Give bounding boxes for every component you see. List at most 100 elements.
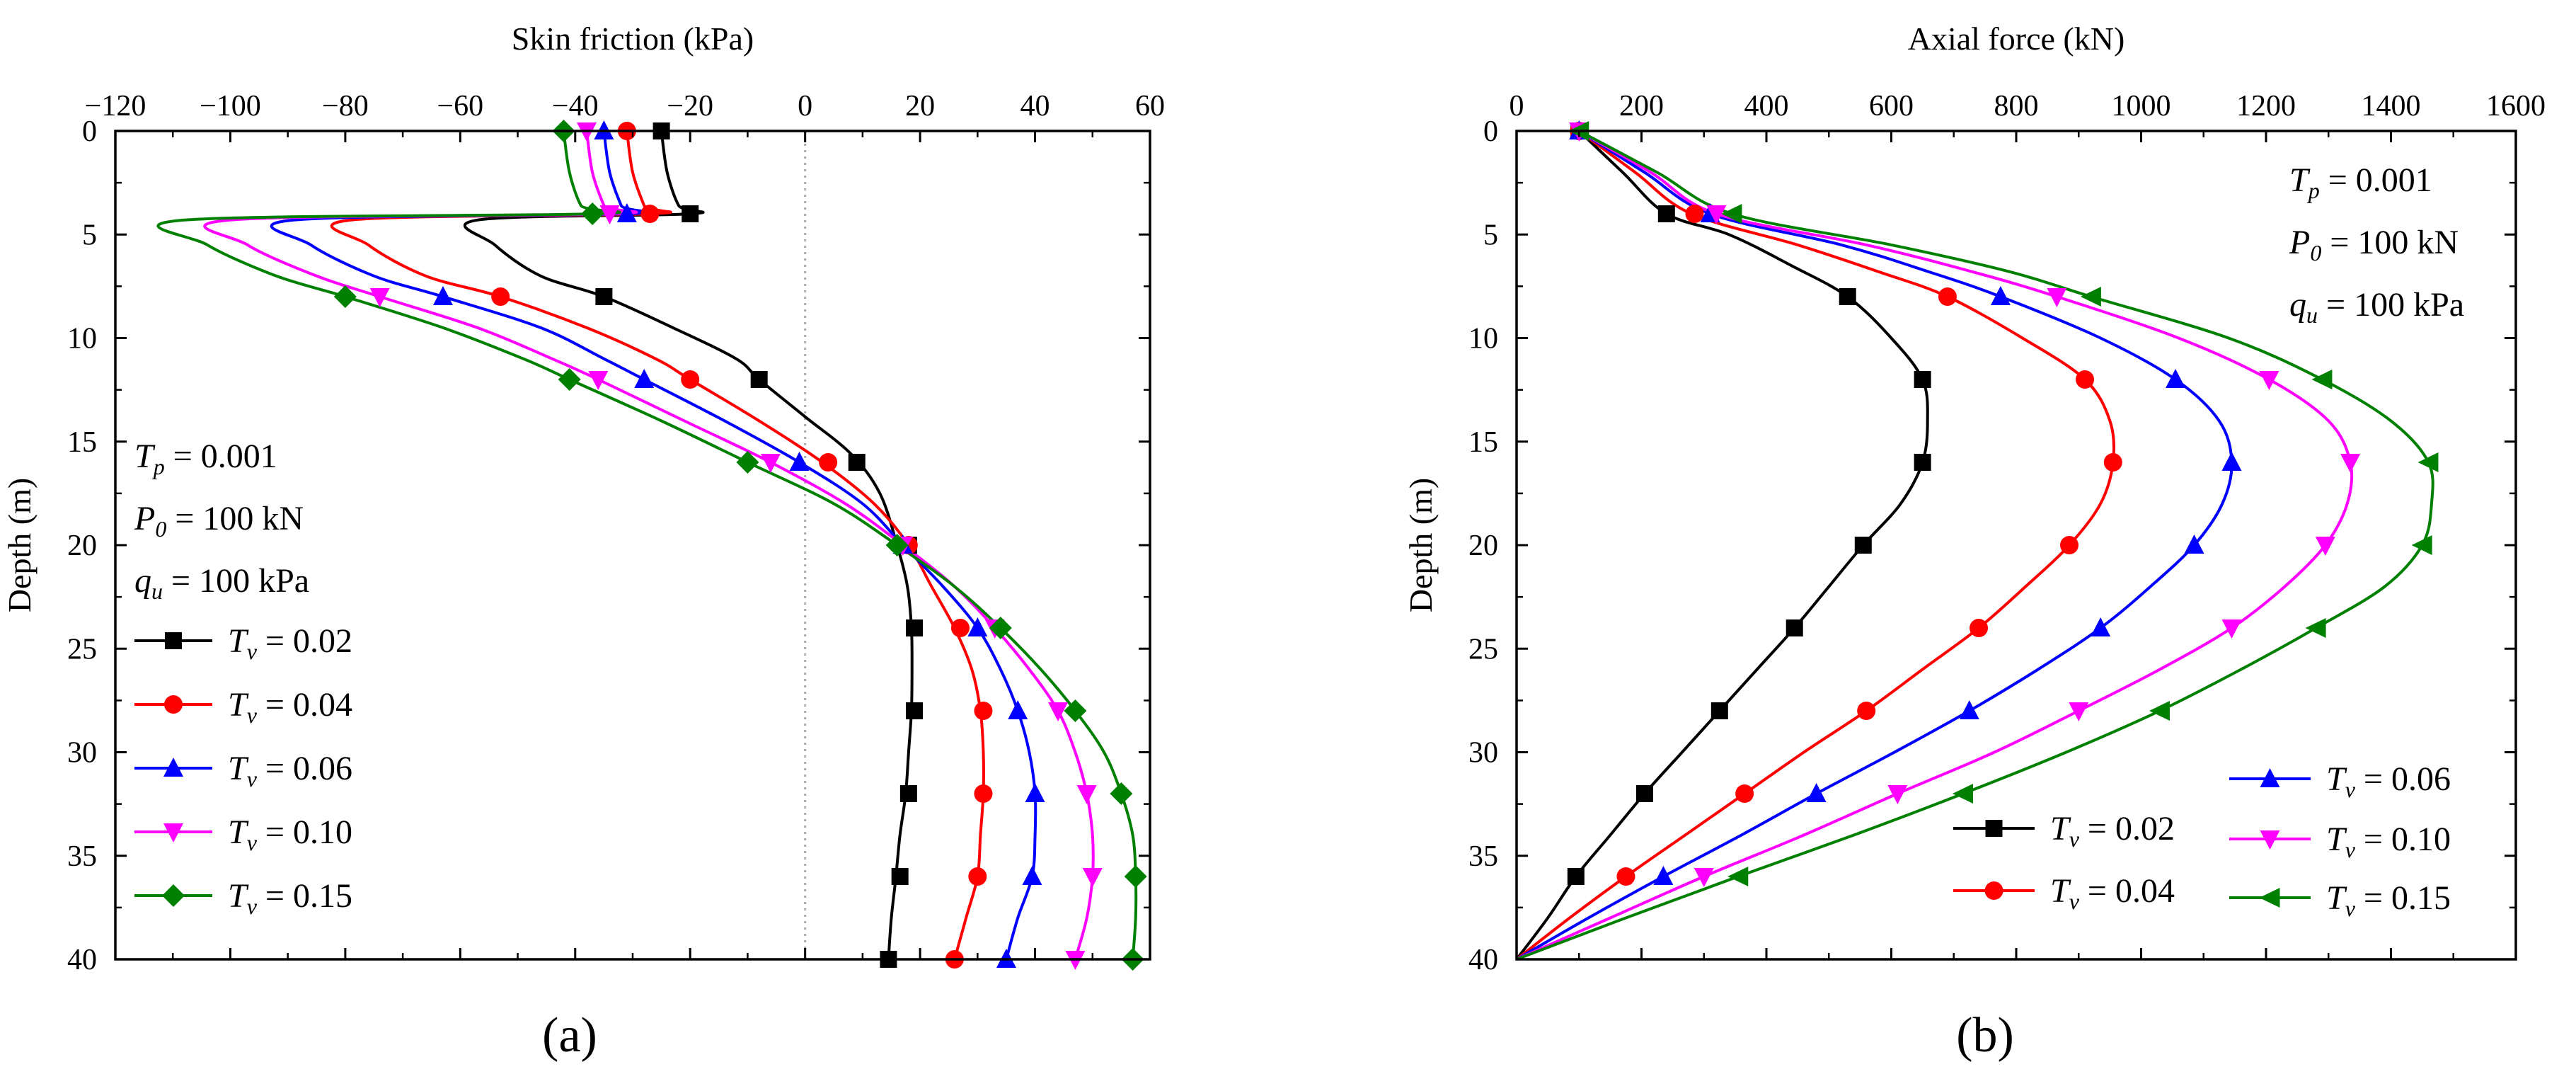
data-point-s4-2 [333, 285, 357, 308]
legend-marker-2 [163, 758, 183, 777]
data-point-s0-9 [1567, 868, 1585, 885]
data-point-s0-4 [848, 454, 866, 471]
data-point-s1-6 [950, 619, 970, 637]
legend-marker-1 [1984, 881, 2003, 900]
x-tick-label-5: −20 [667, 90, 713, 122]
data-point-s2-3 [634, 369, 655, 388]
legend-marker-4 [162, 884, 185, 907]
data-point-s4-6 [2305, 618, 2326, 638]
x-tick-label-3: 600 [1869, 90, 1914, 122]
y-axis-title: Depth (m) [1, 478, 38, 612]
data-point-s2-2 [432, 286, 453, 305]
data-point-s3-2 [2047, 288, 2067, 307]
x-tick-label-7: 1400 [2362, 90, 2421, 122]
parameter-annotation-0: Tp = 0.001 [134, 438, 277, 479]
data-point-s4-1 [1721, 204, 1742, 224]
data-point-s0-6 [1786, 619, 1803, 636]
data-point-s2-4 [2221, 452, 2242, 471]
data-point-s4-4 [736, 451, 759, 474]
data-point-s4-4 [2417, 452, 2439, 472]
data-point-s1-4 [819, 453, 838, 472]
legend-entry-3: Tv = 0.10 [228, 813, 352, 855]
parameter-annotation-2: qu = 100 kPa [2289, 286, 2464, 328]
x-tick-label-5: 1000 [2112, 90, 2171, 122]
x-tick-label-0: 0 [1510, 90, 1524, 122]
x-tick-label-1: 200 [1619, 90, 1664, 122]
x-tick-label-6: 0 [798, 90, 812, 122]
data-point-s1-7 [974, 702, 993, 720]
data-point-s1-2 [1938, 287, 1957, 306]
data-point-s3-4 [2340, 454, 2361, 473]
legend-entry-3: Tv = 0.10 [2326, 821, 2451, 862]
data-point-s1-3 [681, 370, 700, 389]
parameter-annotation-0: Tp = 0.001 [2289, 161, 2432, 203]
data-point-s2-9 [1022, 866, 1042, 885]
x-tick-label-8: 1600 [2486, 90, 2546, 122]
x-tick-label-8: 40 [1020, 90, 1050, 122]
data-point-s2-4 [789, 452, 810, 471]
data-point-s0-3 [1914, 371, 1931, 388]
data-point-s2-1 [616, 203, 637, 222]
data-point-s3-1 [1706, 205, 1727, 224]
data-point-s4-5 [2411, 535, 2432, 555]
data-point-s4-5 [885, 534, 909, 556]
data-point-s2-6 [2091, 617, 2111, 636]
data-point-s1-7 [1857, 702, 1876, 720]
parameter-annotation-2: qu = 100 kPa [134, 562, 309, 604]
data-point-s0-7 [905, 702, 923, 719]
data-point-s3-7 [2069, 702, 2089, 721]
legend-entry-1: Tv = 0.04 [2050, 872, 2175, 914]
x-tick-label-3: −60 [437, 90, 483, 122]
data-point-s4-3 [2311, 370, 2333, 389]
y-tick-label-6: 30 [67, 737, 97, 770]
legend-marker-3 [2260, 830, 2280, 850]
y-tick-label-4: 20 [67, 530, 97, 562]
y-tick-label-7: 35 [67, 840, 97, 873]
legend-entry-2: Tv = 0.06 [228, 750, 352, 792]
data-point-s1-9 [1616, 867, 1635, 886]
y-axis-title: Depth (m) [1403, 478, 1439, 612]
legend-entry-4: Tv = 0.15 [228, 877, 352, 919]
data-point-s0-3 [750, 371, 768, 388]
legend-marker-1 [164, 695, 183, 714]
y-tick-label-4: 20 [1468, 530, 1498, 562]
x-tick-label-0: −120 [85, 90, 146, 122]
data-point-s3-8 [1887, 785, 1908, 804]
data-point-s4-6 [989, 617, 1012, 639]
y-tick-label-6: 30 [1468, 737, 1498, 770]
data-point-s0-5 [1854, 537, 1872, 554]
legend-entry-1: Tv = 0.04 [228, 686, 352, 728]
data-point-s3-2 [369, 288, 390, 307]
y-tick-label-8: 40 [67, 944, 97, 976]
panel-b-axial-force: 0 200 400 600 800 1000 1200 1400 1600 0 5 10 15 20 25 3… [1403, 21, 2546, 976]
legend-marker-0 [165, 632, 182, 649]
data-point-s4-7 [2149, 701, 2170, 721]
data-point-s4-9 [1727, 867, 1749, 886]
data-point-s0-8 [1635, 785, 1653, 802]
data-point-s1-2 [491, 287, 510, 306]
data-point-s2-6 [967, 617, 988, 636]
y-tick-label-5: 25 [1468, 633, 1498, 666]
data-point-s0-1 [1657, 205, 1675, 222]
legend-entry-0: Tv = 0.02 [228, 622, 352, 664]
data-point-s0-2 [595, 288, 613, 305]
series-line-4 [1516, 130, 2434, 961]
data-point-s1-5 [2060, 536, 2079, 554]
y-tick-label-3: 15 [67, 426, 97, 459]
y-tick-label-2: 10 [1468, 323, 1498, 355]
data-point-s0-1 [682, 205, 699, 222]
data-point-s2-8 [1806, 783, 1827, 802]
series-line-4 [156, 130, 1138, 960]
data-point-s4-8 [1952, 784, 1973, 804]
series-line-1 [1515, 130, 2116, 961]
x-axis-title: Skin friction (kPa) [512, 21, 754, 57]
data-point-s1-1 [640, 205, 660, 223]
panel-label-a: (a) [542, 1008, 597, 1063]
x-tick-label-4: 800 [1994, 90, 2039, 122]
data-point-s2-2 [1990, 286, 2011, 305]
data-point-s0-6 [905, 619, 923, 636]
y-tick-label-0: 0 [82, 115, 97, 148]
data-point-s0-8 [899, 785, 917, 802]
x-axis-title: Axial force (kN) [1908, 21, 2125, 57]
data-point-s4-1 [581, 202, 604, 225]
